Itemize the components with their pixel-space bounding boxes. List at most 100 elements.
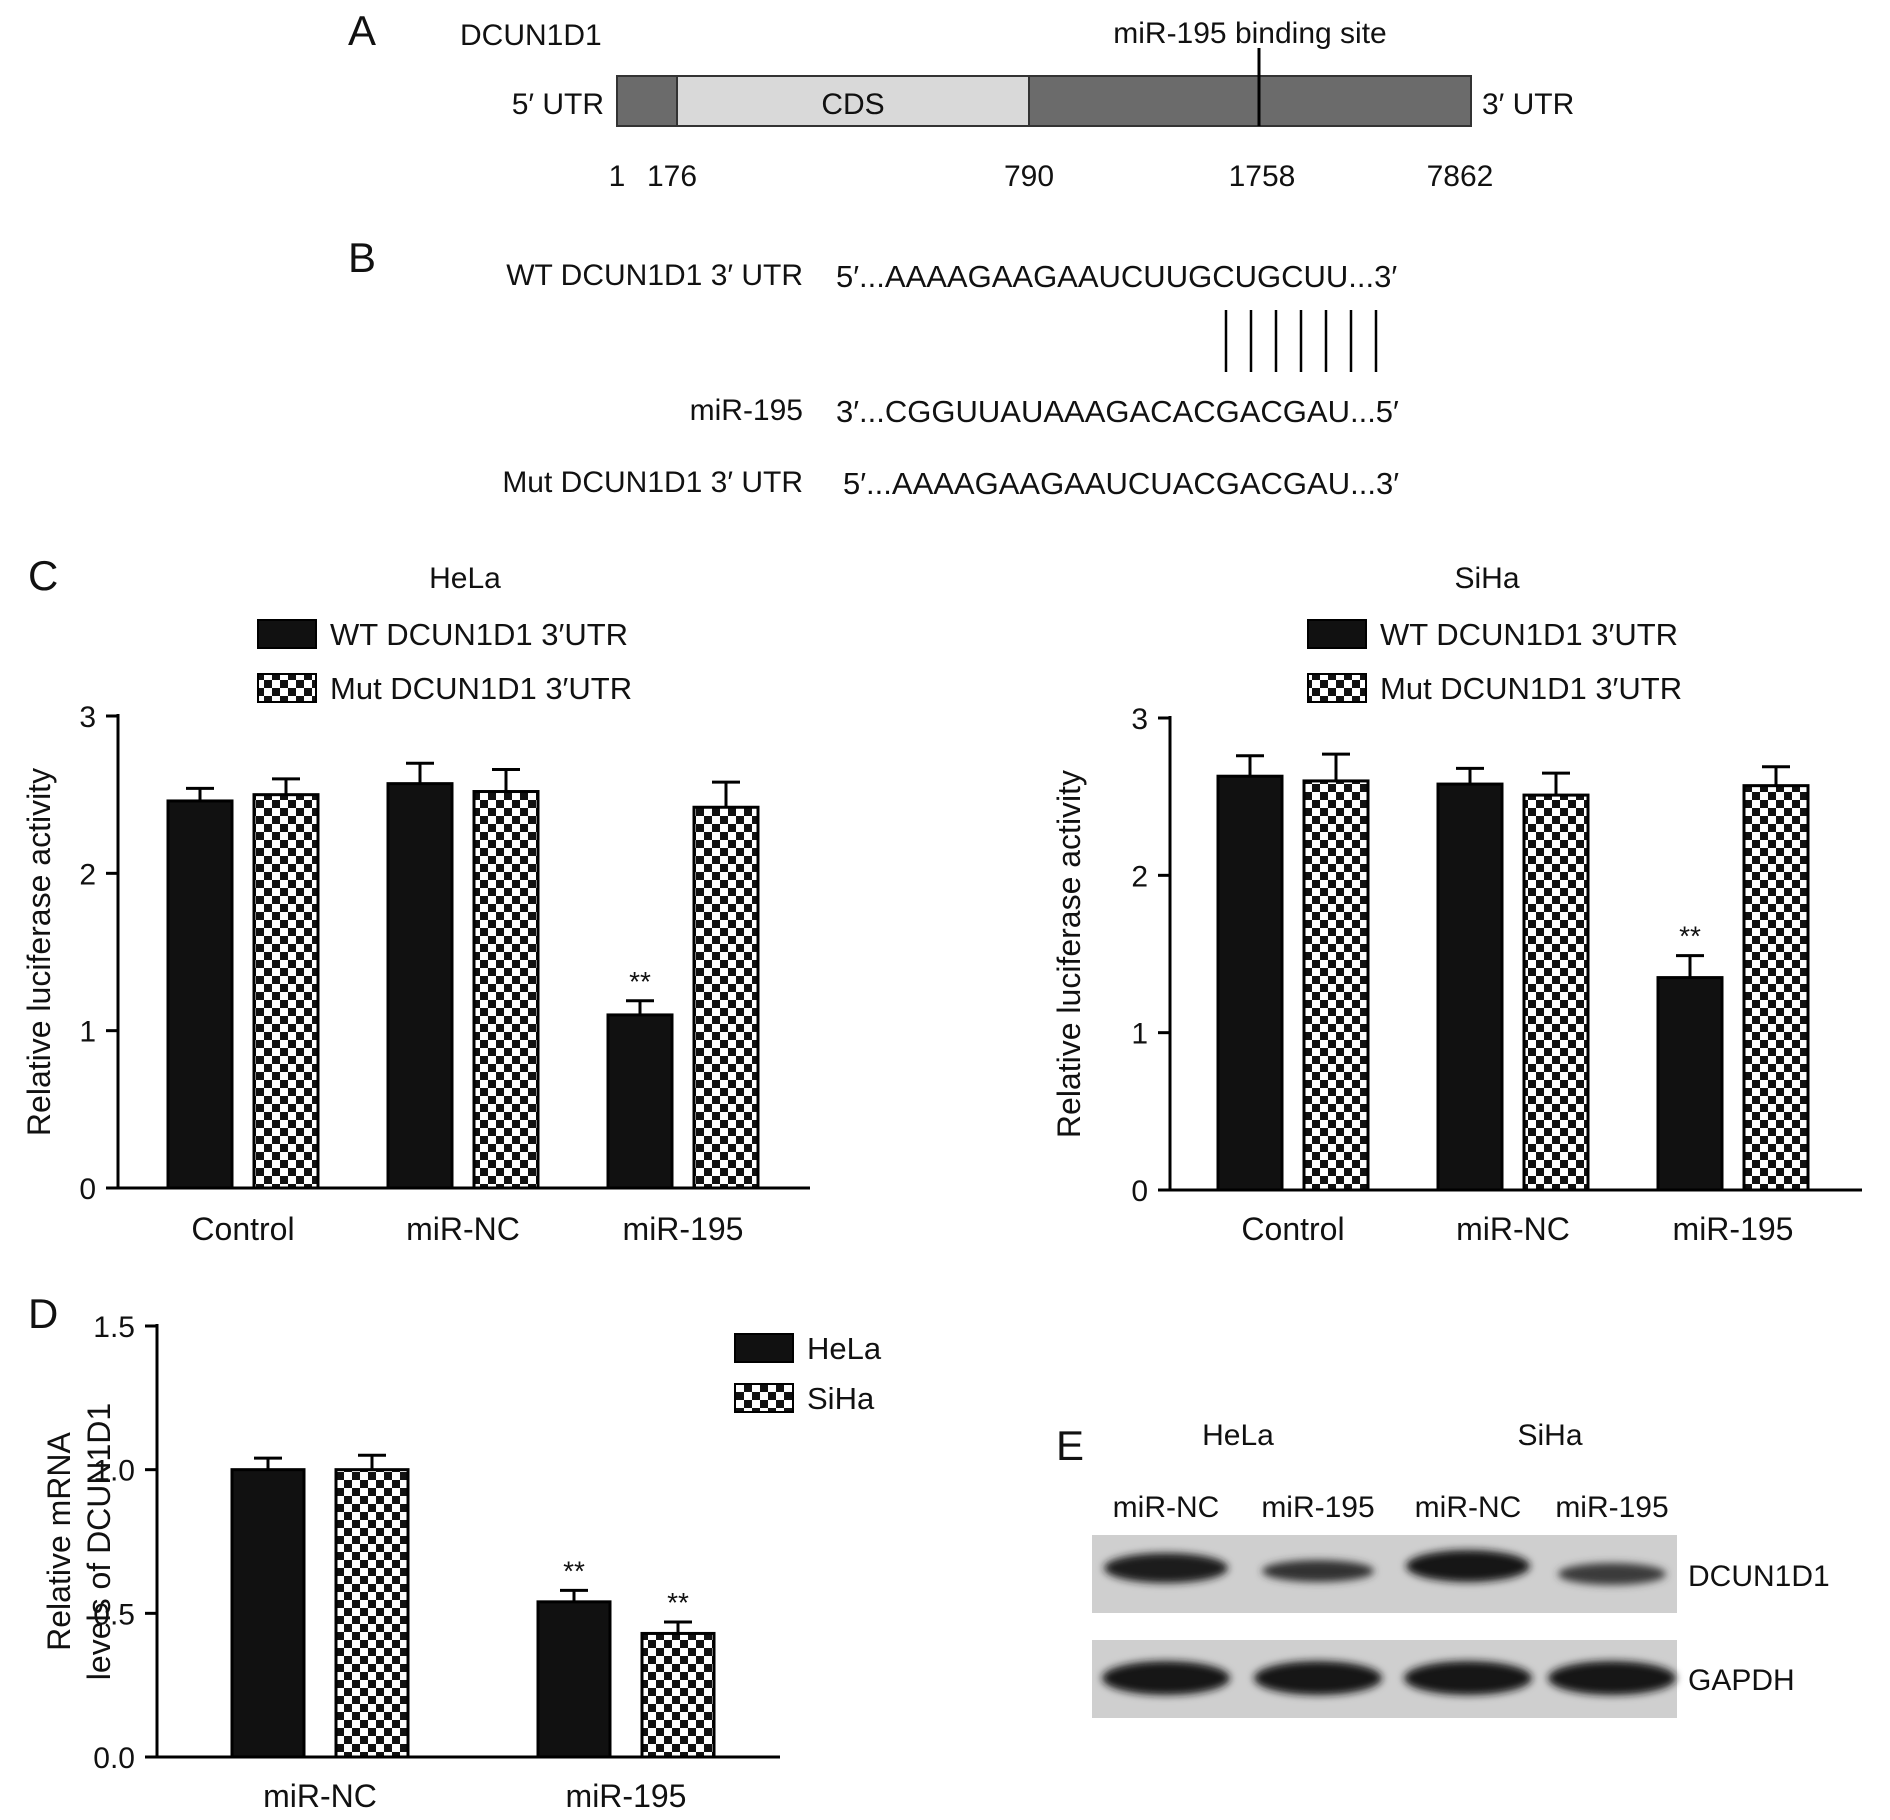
panel-a: A DCUN1D1 5′ UTR CDS miR-195 binding sit… [348,7,1574,193]
wt-utr-label: WT DCUN1D1 3′ UTR [506,259,803,292]
mir-label: miR-195 [690,394,803,427]
significance-marker: ** [667,1587,689,1618]
five-utr-segment [616,75,678,127]
significance-marker: ** [563,1555,585,1586]
panel-c-label: C [28,552,58,599]
position-label: 1758 [1229,160,1296,193]
x-tick-label: miR-NC [1456,1211,1570,1247]
legend-label: WT DCUN1D1 3′UTR [1380,617,1678,652]
x-tick-label: miR-195 [566,1778,687,1814]
position-label: 1 [609,160,626,193]
hela-luciferase-chart: 0 1 2 3 Relative luciferase activity HeLa WT D… [21,562,810,1247]
blot-band [1558,1563,1666,1585]
blot-lane-label: miR-195 [1261,1491,1374,1524]
blot-band [1102,1661,1230,1695]
legend-label: HeLa [807,1331,882,1366]
legend-label: WT DCUN1D1 3′UTR [330,617,628,652]
legend-label: Mut DCUN1D1 3′UTR [1380,671,1682,706]
y-tick-label: 0 [79,1173,96,1206]
panel-a-label: A [348,7,376,54]
legend-swatch [734,1383,794,1413]
bar [252,793,320,1190]
y-tick-label: 2 [79,858,96,891]
mir-sequence: 3′...CGGUUAUAAAGACACGACGAU...5′ [836,394,1399,429]
bar [606,1013,674,1190]
gene-name: DCUN1D1 [460,19,602,52]
y-axis-label: Relative luciferase activity [21,768,57,1136]
wt-sequence: 5′...AAAAGAAGAAUCUUGCUGCUU...3′ [836,259,1397,294]
legend-swatch [1307,673,1367,703]
blot-band [1548,1661,1676,1695]
mut-sequence: 5′...AAAAGAAGAAUCUACGACGAU...3′ [843,466,1399,501]
panel-b: B WT DCUN1D1 3′ UTR 5′...AAAAGAAGAAUCUUG… [348,234,1399,501]
y-tick-label: 3 [1131,703,1148,736]
position-label: 7862 [1427,160,1494,193]
mut-utr-label: Mut DCUN1D1 3′ UTR [502,466,803,499]
x-tick-label: Control [191,1211,294,1247]
three-utr-label: 3′ UTR [1482,88,1574,121]
y-tick-label: 0.5 [93,1598,135,1631]
y-tick-label: 3 [79,701,96,734]
base-pairing-lines [1224,310,1378,372]
x-tick-label: Control [1241,1211,1344,1247]
blot-band [1406,1550,1530,1582]
legend-label: Mut DCUN1D1 3′UTR [330,671,632,706]
bar [1522,793,1590,1192]
bar [386,782,454,1190]
blot-band [1404,1661,1532,1695]
y-axis-label: Relative luciferase activity [1051,770,1087,1138]
blot-row-label: GAPDH [1688,1664,1795,1697]
chart-title: HeLa [429,562,501,595]
y-tick-label: 0 [1131,1175,1148,1208]
cds-label: CDS [821,88,884,121]
bar [536,1600,612,1759]
bar [1656,976,1724,1192]
y-tick-label: 1 [79,1016,96,1049]
blot-lane-label: miR-195 [1555,1491,1668,1524]
y-tick-label: 2 [1131,860,1148,893]
three-utr-segment [1028,75,1472,127]
y-axis-label: levels of DCUN1D1 [81,1403,117,1680]
legend-swatch [1307,619,1367,649]
bar [334,1468,410,1759]
bar [230,1468,306,1759]
bar [1742,784,1810,1192]
y-tick-label: 1.5 [93,1311,135,1344]
x-tick-label: miR-NC [263,1778,377,1814]
position-label: 790 [1004,160,1054,193]
five-utr-label: 5′ UTR [512,88,604,121]
y-tick-label: 1 [1131,1018,1148,1051]
blot-band [1254,1661,1382,1695]
panel-b-label: B [348,234,376,281]
y-axis-label: Relative mRNA [41,1431,77,1650]
panel-e-label: E [1056,1422,1084,1469]
mrna-levels-chart: 0.0 0.5 1.0 1.5 Relative mRNA levels of DCUN1… [41,1311,882,1814]
bar [1216,774,1284,1192]
blot-group-label: SiHa [1517,1419,1582,1452]
bar [692,805,760,1190]
blot-lane-label: miR-NC [1415,1491,1522,1524]
cds-segment [676,75,1030,127]
significance-marker: ** [629,966,651,997]
chart-title: SiHa [1454,562,1519,595]
x-tick-label: miR-NC [406,1211,520,1247]
legend-swatch [257,619,317,649]
significance-marker: ** [1679,921,1701,952]
legend-swatch [734,1333,794,1363]
blot-lane-label: miR-NC [1113,1491,1220,1524]
blot-group-label: HeLa [1202,1419,1274,1452]
blot-band [1262,1560,1374,1582]
panel-e: E HeLa SiHa miR-NC miR-195 miR-NC miR-19… [1056,1419,1830,1718]
bar [1436,782,1504,1192]
legend-swatch [257,673,317,703]
bar [1302,779,1370,1192]
panel-d-label: D [28,1290,58,1337]
blot-row-label: DCUN1D1 [1688,1560,1830,1593]
position-label: 176 [647,160,697,193]
siha-luciferase-chart: 0 1 2 3 Relative luciferase activity SiHa WT D… [1051,562,1862,1247]
bar [640,1631,716,1759]
y-tick-label: 1.0 [93,1455,135,1488]
x-tick-label: miR-195 [623,1211,744,1247]
y-tick-label: 0.0 [93,1742,135,1775]
